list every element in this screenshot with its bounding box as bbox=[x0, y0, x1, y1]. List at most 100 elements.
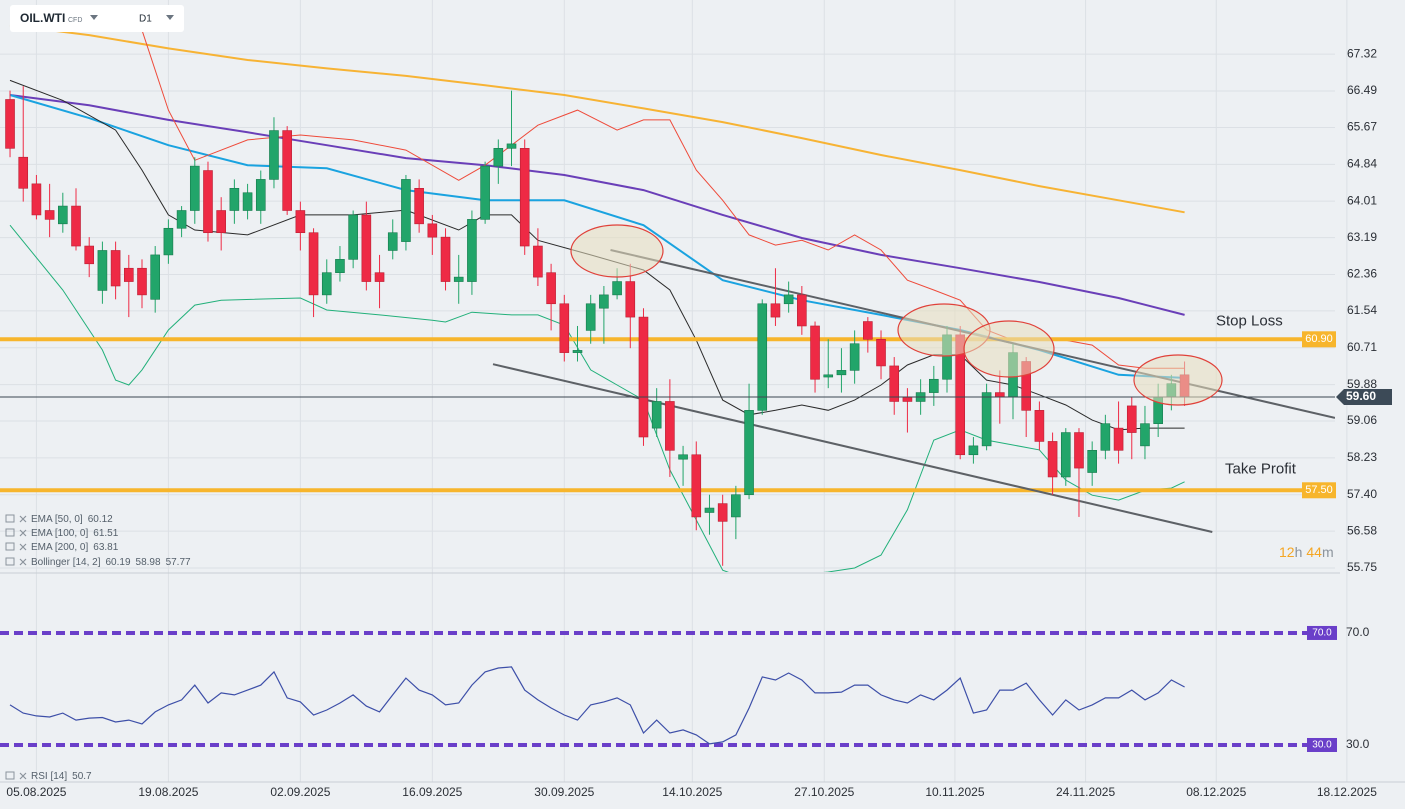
candle-body bbox=[242, 192, 253, 211]
candle-body bbox=[150, 254, 160, 300]
candle-body bbox=[1034, 410, 1045, 442]
y-tick-label: 60.71 bbox=[1347, 340, 1377, 354]
candle-body bbox=[335, 259, 345, 273]
candle-body bbox=[823, 374, 834, 378]
candle-body bbox=[836, 370, 847, 376]
candle-body bbox=[189, 165, 200, 211]
candle-body bbox=[308, 232, 319, 296]
candle-body bbox=[18, 156, 29, 189]
candle-body bbox=[810, 325, 820, 380]
candle-body bbox=[387, 232, 398, 251]
candle-body bbox=[1113, 427, 1124, 451]
legend-entry: Bollinger [14, 2] 60.19 58.98 57.77 bbox=[31, 557, 191, 568]
candle-body bbox=[506, 143, 517, 149]
highlight-ellipse bbox=[1133, 354, 1223, 406]
dropdown-arrow[interactable] bbox=[90, 15, 98, 20]
candle-body bbox=[651, 401, 662, 429]
x-tick-label: 05.08.2025 bbox=[6, 785, 66, 799]
candle-body bbox=[612, 281, 622, 296]
timeframe[interactable]: D1 bbox=[139, 14, 152, 25]
symbol-box[interactable] bbox=[10, 5, 184, 32]
x-tick-label: 16.09.2025 bbox=[402, 785, 462, 799]
legend-icon bbox=[5, 528, 15, 537]
candle-body bbox=[255, 179, 266, 211]
y-tick-label: 64.01 bbox=[1347, 193, 1377, 207]
rsi-axis-label: 70.0 bbox=[1346, 625, 1370, 639]
legend-icon bbox=[5, 557, 15, 566]
candle-body bbox=[863, 321, 873, 340]
candle-body bbox=[453, 276, 464, 282]
candle-body bbox=[968, 445, 979, 456]
badge: CFD bbox=[68, 17, 82, 24]
candle-body bbox=[216, 210, 226, 234]
level-label-box bbox=[1302, 331, 1336, 348]
legend-remove bbox=[19, 772, 27, 780]
y-tick-label: 58.23 bbox=[1347, 450, 1377, 464]
candle-body bbox=[440, 236, 451, 282]
candle-body bbox=[638, 316, 649, 438]
candle-body bbox=[229, 187, 240, 211]
rsi-axis-label: 30.0 bbox=[1346, 737, 1370, 751]
legend-remove bbox=[19, 543, 27, 551]
header[interactable]: OIL.WTI CFD D1 bbox=[10, 5, 184, 32]
candle-body bbox=[71, 205, 81, 247]
candle-body bbox=[493, 148, 504, 167]
rsi-label-box bbox=[1307, 625, 1337, 640]
candle-body bbox=[269, 130, 279, 180]
candle-body bbox=[203, 170, 213, 234]
legend-remove bbox=[19, 529, 27, 537]
x-tick-label: 19.08.2025 bbox=[138, 785, 198, 799]
dropdown-arrow[interactable] bbox=[166, 15, 174, 20]
candle-body bbox=[163, 227, 174, 256]
rsi-panel: 70.0 70.0 30.0 30.0 bbox=[0, 625, 1370, 752]
candle-body bbox=[295, 210, 306, 234]
level-name: Stop Loss bbox=[1216, 312, 1283, 329]
candle-body bbox=[124, 267, 134, 282]
annotations bbox=[570, 224, 1223, 406]
y-tick-label: 66.49 bbox=[1347, 83, 1377, 97]
x-tick-label: 02.09.2025 bbox=[270, 785, 330, 799]
legend-value: 63.81 bbox=[93, 542, 118, 553]
candle-body bbox=[559, 303, 570, 353]
legend-name: RSI [14] bbox=[31, 771, 67, 782]
countdown-part: 44 bbox=[1306, 544, 1322, 560]
legend-entry: EMA [50, 0] 60.12 bbox=[31, 514, 113, 525]
level-label-box bbox=[1302, 482, 1336, 499]
legend-name: EMA [100, 0] bbox=[31, 528, 88, 539]
rsi-tick-label: 70.0 bbox=[1312, 628, 1332, 639]
candle-body bbox=[361, 214, 372, 282]
candle-body bbox=[757, 303, 768, 411]
bollinger-line bbox=[9, 224, 1185, 572]
candle-body bbox=[717, 503, 728, 522]
candle-body bbox=[704, 507, 715, 513]
candle-body bbox=[599, 294, 609, 309]
x-tick-label: 14.10.2025 bbox=[662, 785, 722, 799]
legend-name: Bollinger [14, 2] bbox=[31, 557, 101, 568]
candle-body bbox=[84, 245, 95, 265]
candle-body bbox=[585, 303, 596, 331]
x-tick-label: 08.12.2025 bbox=[1186, 785, 1246, 799]
y-tick-label: 67.32 bbox=[1347, 46, 1377, 60]
countdown-part: 12 bbox=[1279, 544, 1295, 560]
candle-body bbox=[731, 494, 741, 518]
x-tick-label: 10.11.2025 bbox=[925, 785, 984, 799]
candle-body bbox=[665, 401, 675, 451]
candle-body bbox=[1140, 423, 1150, 447]
candle-body bbox=[427, 223, 438, 238]
candle-body bbox=[546, 272, 556, 305]
y-tick-label: 56.58 bbox=[1347, 523, 1377, 537]
legend-remove bbox=[19, 558, 27, 566]
candle-body bbox=[401, 179, 411, 242]
y-tick-label: 64.84 bbox=[1347, 156, 1377, 170]
candle-body bbox=[176, 210, 187, 229]
candle-body bbox=[137, 267, 147, 296]
y-tick-label: 59.88 bbox=[1347, 377, 1377, 391]
candle-body bbox=[5, 99, 15, 149]
x-tick-label: 30.09.2025 bbox=[534, 785, 594, 799]
candle-body bbox=[519, 148, 530, 247]
y-tick-label: 61.54 bbox=[1347, 303, 1377, 317]
rsi-label-box bbox=[1307, 737, 1337, 752]
symbol[interactable]: OIL.WTI bbox=[20, 11, 65, 25]
